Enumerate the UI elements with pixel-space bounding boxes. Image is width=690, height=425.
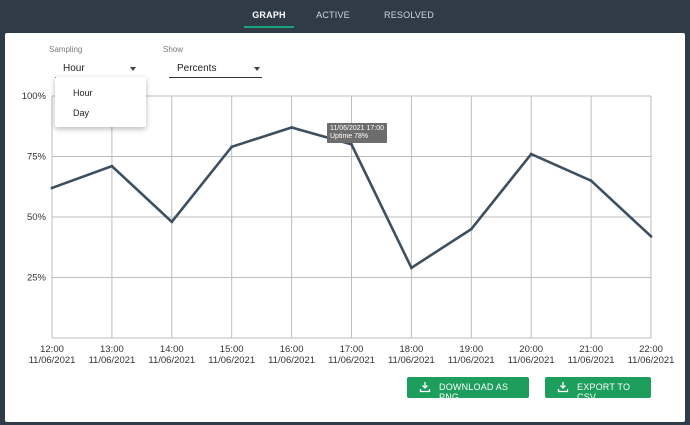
y-tick-label: 25% [27,273,47,284]
data-point[interactable] [230,145,234,149]
x-tick-date-label: 11/06/2021 [328,355,375,366]
x-tick-date-label: 11/06/2021 [628,355,675,366]
dropdown-option-hour[interactable]: Hour [73,88,93,98]
data-point[interactable] [410,266,413,270]
x-tick-time-label: 20:00 [519,344,543,355]
data-point[interactable] [350,143,353,146]
data-point[interactable] [110,164,114,168]
x-tick-time-label: 12:00 [40,344,64,355]
data-point[interactable] [649,234,653,238]
download-icon [557,382,569,393]
chevron-down-icon [254,67,260,71]
data-point[interactable] [290,126,293,129]
x-tick-date-label: 11/06/2021 [208,355,255,366]
data-point[interactable] [469,227,473,231]
export-csv-label: EXPORT TO CSV [577,382,631,402]
y-tick-label: 75% [27,152,47,163]
export-csv-button[interactable]: EXPORT TO CSV [545,377,651,402]
y-axis: 100% 75% 50% 25% [22,91,47,284]
x-tick-date-label: 11/06/2021 [448,355,495,366]
x-axis: 12:0011/06/202113:0011/06/202114:0011/06… [29,344,675,366]
sampling-label: Sampling [49,45,83,54]
download-png-button[interactable]: DOWNLOAD AS PNG [407,377,529,402]
x-tick-time-label: 22:00 [639,344,663,355]
download-png-label: DOWNLOAD AS PNG [439,382,509,402]
top-navigation: GRAPH ACTIVE ALARM RESOLVED ALARMS [0,0,690,50]
tooltip-uptime: Uptime 78% [330,133,369,140]
x-tick-date-label: 11/06/2021 [568,355,615,366]
x-tick-date-label: 11/06/2021 [88,355,135,366]
x-tick-time-label: 18:00 [400,344,424,355]
tooltip-datetime: 11/06/2021 17:00 [330,125,384,132]
download-icon [419,382,431,393]
show-select[interactable]: Percents [169,63,262,78]
y-tick-label: 50% [27,212,47,223]
x-tick-time-label: 21:00 [579,344,603,355]
data-point[interactable] [589,179,593,183]
tab-graph-label: GRAPH [252,10,286,20]
x-tick-date-label: 11/06/2021 [508,355,555,366]
chart-tooltip: 11/06/2021 17:00 Uptime 78% [327,123,387,143]
show-value: Percents [177,63,217,74]
x-tick-time-label: 13:00 [100,344,124,355]
data-points [50,126,653,270]
chevron-down-icon [130,67,136,71]
y-tick-label: 100% [22,91,47,102]
x-tick-date-label: 11/06/2021 [29,355,76,366]
data-point[interactable] [170,220,174,224]
data-point[interactable] [529,152,533,156]
active-tab-indicator [244,26,294,28]
sampling-value: Hour [63,63,85,74]
x-tick-time-label: 17:00 [340,344,364,355]
x-tick-date-label: 11/06/2021 [388,355,435,366]
show-label: Show [163,45,184,54]
x-tick-date-label: 11/06/2021 [148,355,195,366]
dropdown-option-day[interactable]: Day [73,108,90,118]
x-tick-time-label: 14:00 [160,344,184,355]
chart-grid [51,95,652,339]
x-tick-date-label: 11/06/2021 [268,355,315,366]
sampling-dropdown-menu: Hour Day [55,77,146,127]
tab-graph[interactable]: GRAPH [244,0,294,30]
data-point[interactable] [50,186,54,190]
x-tick-time-label: 15:00 [220,344,244,355]
x-tick-time-label: 16:00 [280,344,304,355]
x-tick-time-label: 19:00 [459,344,483,355]
